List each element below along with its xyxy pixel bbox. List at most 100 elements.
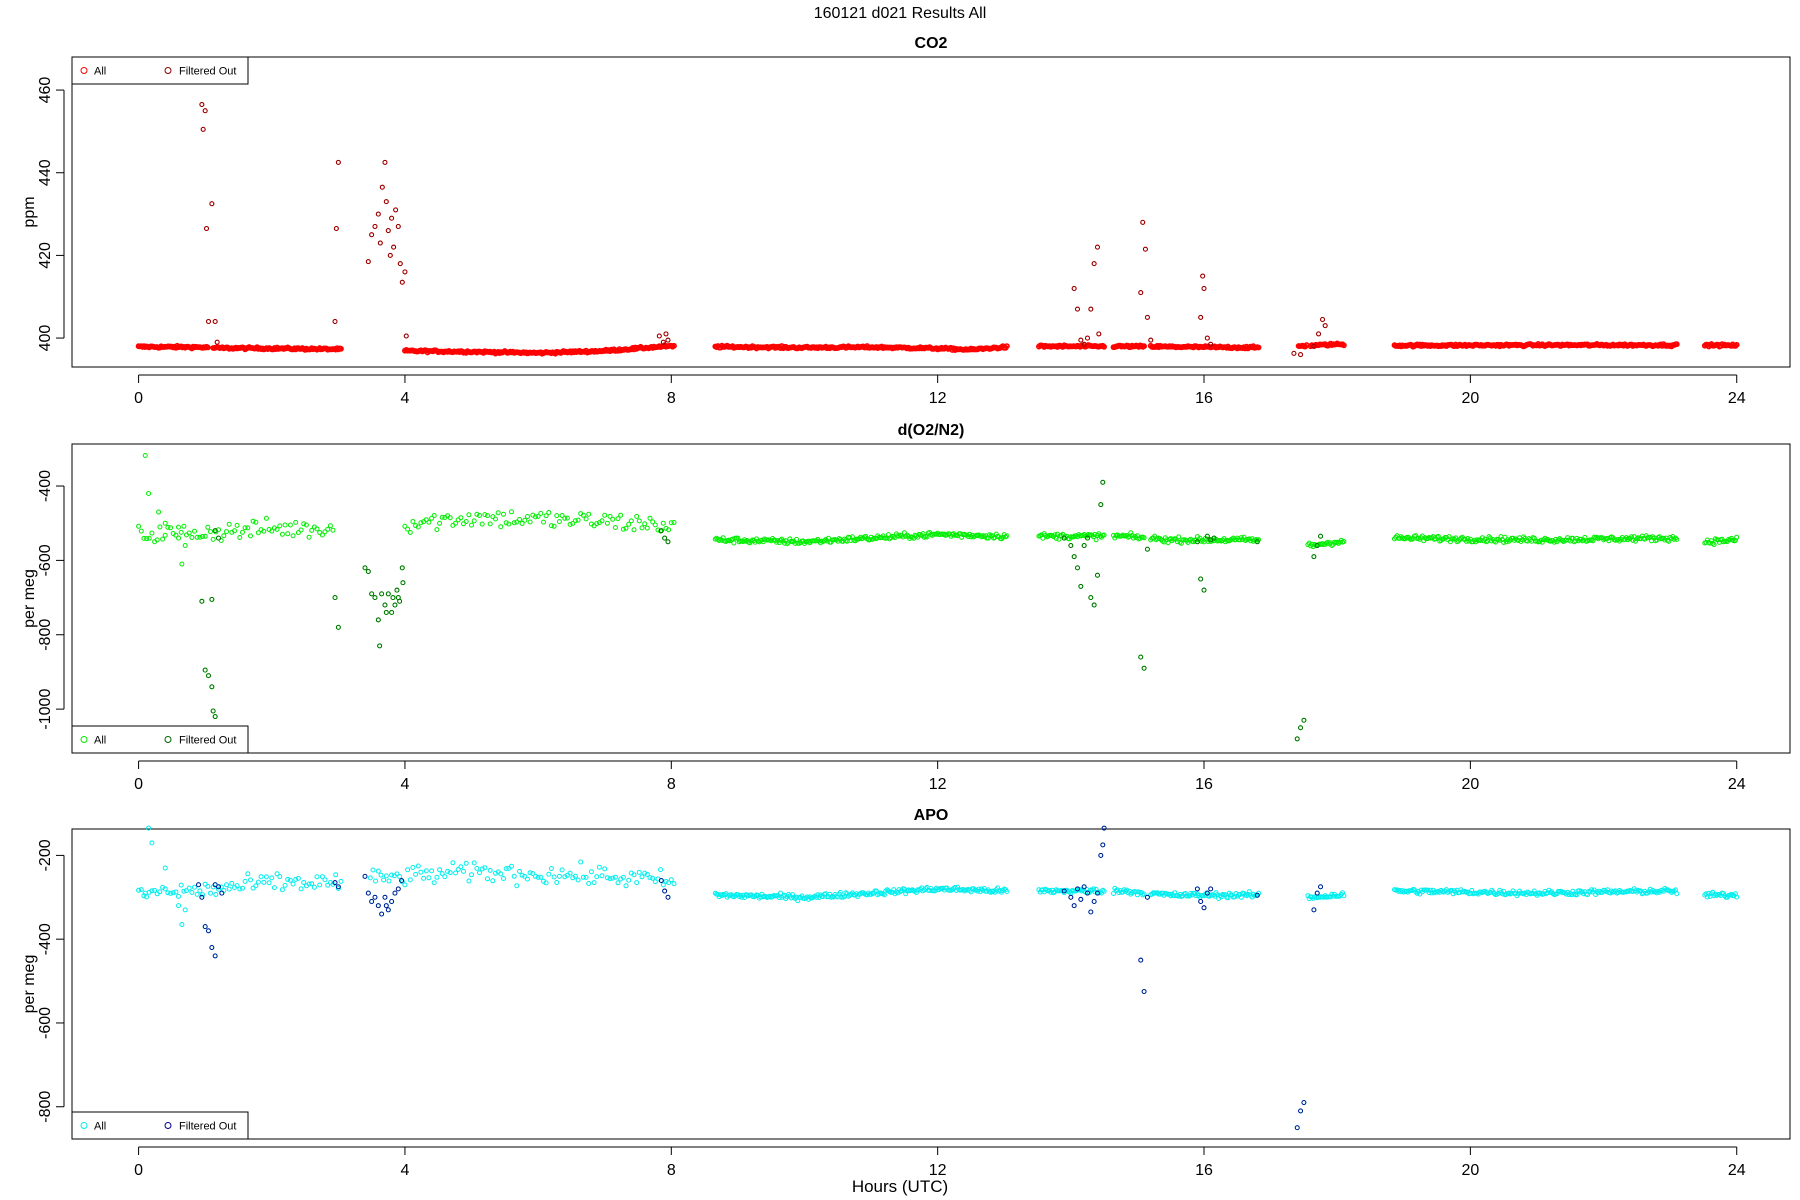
point-all — [514, 519, 520, 525]
point-all — [580, 512, 586, 518]
point-filtered — [392, 602, 398, 608]
point-filtered — [379, 591, 385, 597]
point-all — [1182, 891, 1188, 896]
point-all — [551, 523, 557, 529]
point-all — [610, 516, 616, 522]
point-all — [787, 536, 793, 542]
point-all — [413, 871, 419, 877]
point-all — [144, 536, 150, 542]
point-filtered — [1144, 314, 1150, 320]
point-all — [375, 868, 381, 874]
point-all — [240, 885, 245, 891]
point-all — [1124, 887, 1130, 893]
point-all — [178, 882, 184, 888]
point-all — [437, 520, 443, 526]
point-all — [138, 887, 144, 893]
point-all — [298, 527, 304, 533]
x-tick-label: 0 — [134, 1162, 143, 1179]
x-axis-label: Hours (UTC) — [852, 1177, 948, 1196]
point-filtered — [392, 890, 398, 896]
point-all — [955, 884, 961, 890]
point-filtered — [1140, 219, 1146, 225]
point-all — [176, 535, 182, 541]
point-all — [1004, 343, 1010, 349]
point-all — [599, 873, 605, 879]
point-all — [250, 518, 256, 524]
point-all — [535, 874, 541, 880]
point-all — [224, 882, 229, 888]
point-all — [626, 521, 632, 527]
point-all — [156, 509, 162, 515]
point-all — [141, 535, 147, 541]
point-all — [599, 518, 605, 524]
point-filtered — [658, 528, 664, 534]
point-all — [583, 874, 589, 880]
point-all — [293, 876, 299, 882]
x-tick-label: 4 — [400, 390, 409, 407]
point-all — [543, 880, 549, 886]
co2-panel: CO2 ppm 0 4 8 12 16 20 24 400 420 440 460 All Filtered… — [21, 35, 1791, 407]
x-tick-label: 0 — [134, 776, 143, 793]
x-tick-label: 8 — [667, 776, 676, 793]
point-all — [660, 882, 666, 888]
point-all — [234, 522, 240, 528]
point-all — [447, 515, 453, 521]
point-all — [490, 878, 496, 884]
point-filtered — [383, 199, 389, 205]
x-tick-label: 16 — [1195, 776, 1213, 793]
point-all — [338, 878, 344, 884]
point-all — [868, 891, 874, 897]
point-all — [314, 526, 320, 532]
point-all — [1059, 533, 1064, 538]
point-filtered — [1138, 290, 1144, 296]
point-all — [503, 866, 509, 872]
point-all — [519, 872, 525, 878]
y-tick-label: 420 — [37, 242, 54, 269]
point-filtered — [1085, 335, 1090, 341]
point-filtered — [665, 337, 671, 343]
point-filtered — [1314, 543, 1320, 548]
x-tick-label: 12 — [929, 390, 947, 407]
point-all — [487, 867, 493, 873]
point-filtered — [375, 903, 381, 909]
point-all — [226, 886, 232, 892]
point-all — [900, 534, 906, 540]
point-filtered — [1075, 565, 1080, 571]
point-filtered — [1208, 886, 1214, 892]
point-all — [200, 534, 205, 539]
point-all — [778, 890, 783, 896]
point-all — [271, 885, 277, 891]
point-all — [538, 874, 544, 880]
point-all — [543, 513, 549, 519]
point-all — [221, 533, 227, 539]
point-all — [141, 893, 147, 899]
point-all — [652, 879, 658, 885]
point-all — [556, 873, 562, 879]
point-all — [370, 867, 376, 873]
point-all — [644, 525, 650, 531]
point-all — [330, 527, 336, 533]
point-all — [149, 888, 155, 894]
point-all — [666, 880, 672, 886]
point-all — [586, 881, 592, 886]
point-all — [631, 872, 637, 878]
point-all — [887, 536, 893, 542]
point-all — [509, 863, 514, 869]
point-all — [1513, 890, 1519, 896]
y-tick-label: -800 — [37, 1091, 54, 1123]
point-all — [639, 874, 645, 880]
point-all — [1674, 536, 1680, 542]
point-filtered — [335, 159, 341, 165]
point-all — [546, 871, 552, 877]
panel-title: d(O2/N2) — [898, 422, 965, 439]
point-all — [301, 521, 307, 527]
point-all — [530, 871, 536, 876]
y-tick-label: -400 — [37, 923, 54, 955]
point-all — [1101, 532, 1107, 538]
point-all — [1341, 342, 1347, 349]
point-all — [205, 524, 211, 530]
point-all — [325, 882, 331, 888]
point-filtered — [379, 911, 385, 917]
point-filtered — [660, 339, 666, 345]
point-all — [325, 526, 331, 532]
